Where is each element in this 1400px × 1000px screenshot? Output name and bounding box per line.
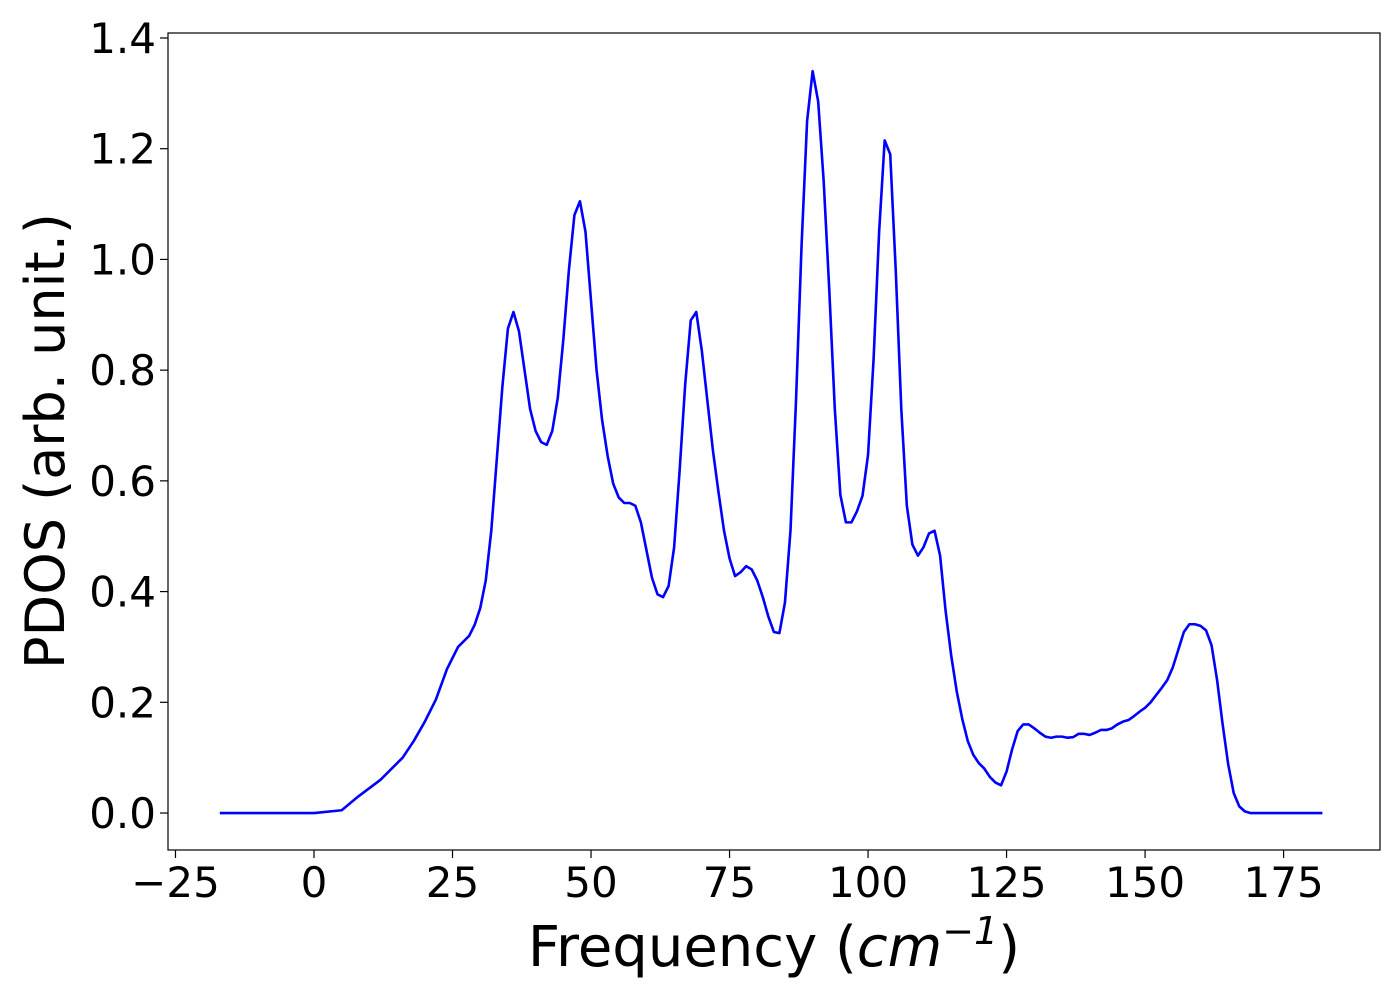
- x-tick-label: 150: [1105, 858, 1185, 907]
- y-tick-label: 0.8: [89, 346, 156, 395]
- x-tick-label: 100: [828, 858, 908, 907]
- x-label-close: ): [998, 915, 1020, 980]
- plot-frame: [167, 32, 1381, 851]
- y-tick-label: 0.6: [89, 457, 156, 506]
- x-label-text: Frequency (: [528, 915, 857, 980]
- x-tick-label: 75: [703, 858, 756, 907]
- y-tick-label: 0.2: [89, 678, 156, 727]
- y-axis-label: PDOS (arb. unit.): [14, 213, 77, 669]
- x-tick-label: 50: [564, 858, 617, 907]
- x-tick-label: 25: [426, 858, 479, 907]
- y-tick-label: 1.4: [89, 14, 156, 63]
- y-tick-label: 1.0: [89, 235, 156, 284]
- x-tick-label: −25: [131, 858, 220, 907]
- x-label-exponent: −1: [942, 909, 998, 953]
- x-tick-label: 0: [301, 858, 328, 907]
- y-tick-label: 0.0: [89, 789, 156, 838]
- x-tick-label: 125: [966, 858, 1046, 907]
- data-line: [219, 69, 1323, 815]
- x-axis-label: Frequency (cm−1): [528, 909, 1020, 980]
- x-label-unit: cm: [857, 915, 942, 980]
- y-tick-label: 1.2: [89, 125, 156, 174]
- y-tick-label: 0.4: [89, 568, 156, 617]
- x-tick-label: 175: [1244, 858, 1324, 907]
